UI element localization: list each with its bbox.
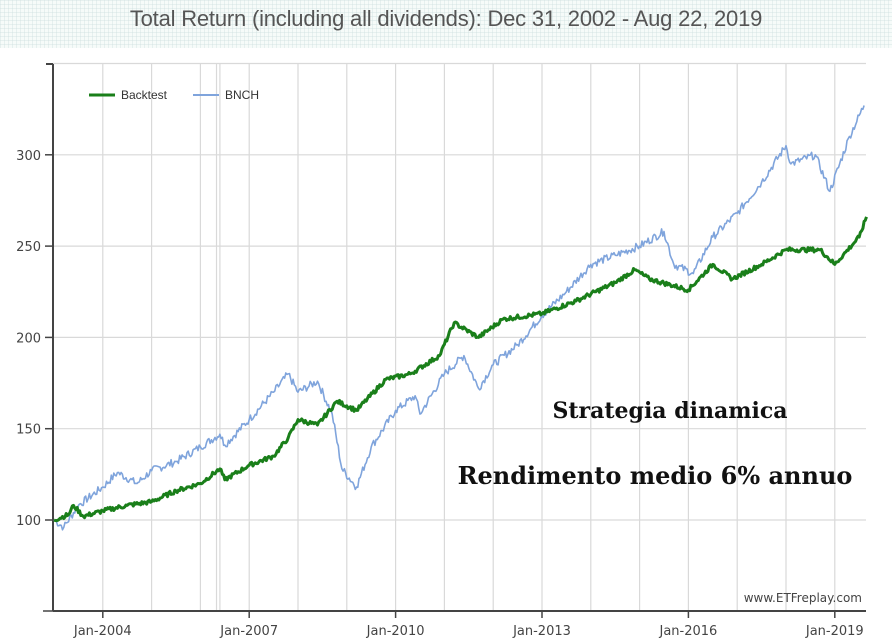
y-tick-label: 200: [16, 331, 41, 346]
annotation-return: Rendimento medio 6% annuo: [458, 461, 853, 490]
bnch-line: [53, 105, 865, 531]
x-tick-label: Jan-2019: [805, 624, 864, 639]
x-tick-label: Jan-2016: [658, 624, 717, 639]
legend-label-bnch: BNCH: [225, 88, 259, 102]
gridlines: [53, 62, 866, 611]
chart-title: Total Return (including all dividends): …: [129, 6, 763, 31]
y-tick-label: 250: [16, 240, 41, 255]
axes: 100 150 200 250 300 Jan-2004 Jan-2007 Jan-2010 J…: [16, 63, 866, 639]
x-tick-label: Jan-2010: [366, 624, 425, 639]
chart-series: [53, 105, 868, 531]
annotation-strategy: Strategia dinamica: [553, 398, 788, 424]
chart-legend: Backtest BNCH: [89, 88, 259, 102]
watermark: www.ETFreplay.com: [744, 591, 862, 605]
x-tick-label: Jan-2004: [73, 624, 132, 639]
y-tick-label: 300: [16, 149, 41, 164]
x-tick-label: Jan-2007: [219, 624, 278, 639]
x-tick-label: Jan-2013: [512, 624, 571, 639]
y-tick-label: 150: [16, 423, 41, 438]
y-tick-label: 100: [16, 514, 41, 529]
backtest-line: [53, 216, 868, 523]
legend-label-backtest: Backtest: [121, 88, 168, 102]
chart-header: Total Return (including all dividends): …: [0, 0, 892, 48]
